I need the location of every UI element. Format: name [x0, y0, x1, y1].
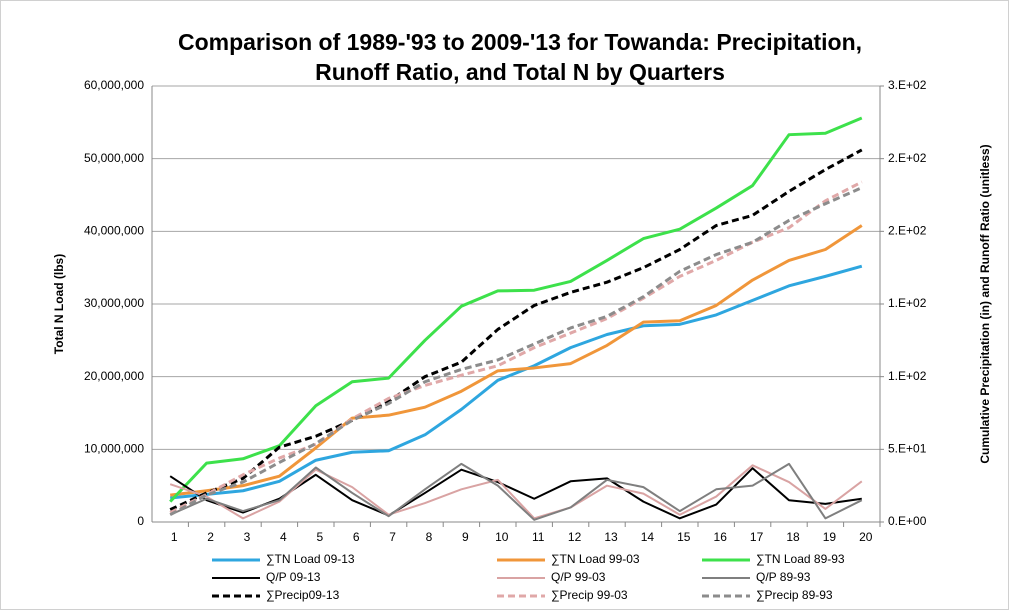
- legend-label: ∑TN Load 09-13: [266, 552, 355, 566]
- legend-label: ∑Precip 99-03: [551, 588, 628, 602]
- x-tick-label: 13: [604, 530, 618, 544]
- x-tick-label: 20: [859, 530, 873, 544]
- y2-tick-label: 1.E+02: [888, 296, 927, 310]
- legend-label: ∑Precip 89-93: [756, 588, 833, 602]
- series-line: [169, 462, 863, 521]
- x-tick-label: 1: [171, 530, 178, 544]
- x-tick-label: 5: [316, 530, 323, 544]
- x-tick-label: 2: [207, 530, 214, 544]
- series-line: [169, 186, 863, 517]
- x-tick-label: 12: [568, 530, 582, 544]
- y-tick-label: 60,000,000: [84, 78, 144, 92]
- x-tick-label: 11: [532, 530, 545, 544]
- x-tick-label: 15: [677, 530, 691, 544]
- x-tick-label: 4: [280, 530, 287, 544]
- x-tick-label: 19: [823, 530, 837, 544]
- y2-tick-label: 2.E+02: [888, 224, 927, 238]
- y-tick-label: 40,000,000: [84, 224, 144, 238]
- legend-label: Q/P 89-93: [756, 570, 811, 584]
- series-line: [169, 464, 863, 520]
- y2-tick-label: 0.E+00: [888, 514, 927, 528]
- x-tick-label: 7: [389, 530, 396, 544]
- x-tick-label: 3: [244, 530, 251, 544]
- y2-tick-label: 2.E+02: [888, 151, 927, 165]
- series-line: [170, 224, 863, 497]
- y-tick-label: 10,000,000: [84, 442, 144, 456]
- y-tick-label: 0: [137, 514, 144, 528]
- legend-label: Q/P 09-13: [266, 570, 321, 584]
- x-tick-label: 16: [714, 530, 728, 544]
- y-tick-label: 30,000,000: [84, 296, 144, 310]
- y-tick-label: 50,000,000: [84, 151, 144, 165]
- y2-tick-label: 5.E+01: [888, 442, 927, 456]
- y2-tick-label: 1.E+02: [888, 369, 927, 383]
- series-line: [170, 264, 863, 500]
- chart-title: Runoff Ratio, and Total N by Quarters: [315, 59, 725, 85]
- y-tick-label: 20,000,000: [84, 369, 144, 383]
- chart-title: Comparison of 1989-'93 to 2009-'13 for T…: [178, 29, 862, 55]
- y-axis-title: Total N Load (lbs): [52, 254, 66, 354]
- x-tick-label: 10: [495, 530, 509, 544]
- legend-label: ∑Precip09-13: [266, 588, 340, 602]
- series-line: [169, 116, 863, 503]
- y2-tick-label: 3.E+02: [888, 78, 927, 92]
- x-tick-label: 9: [462, 530, 469, 544]
- series-line: [169, 148, 863, 512]
- x-tick-label: 6: [353, 530, 360, 544]
- x-tick-label: 14: [641, 530, 655, 544]
- y2-axis-title: Cumulative Precipitation (in) and Runoff…: [978, 144, 992, 463]
- legend-label: ∑TN Load 99-03: [551, 552, 640, 566]
- legend-label: Q/P 99-03: [551, 570, 606, 584]
- x-tick-label: 18: [786, 530, 800, 544]
- x-tick-label: 17: [750, 530, 764, 544]
- legend-label: ∑TN Load 89-93: [756, 552, 845, 566]
- x-tick-label: 8: [426, 530, 433, 544]
